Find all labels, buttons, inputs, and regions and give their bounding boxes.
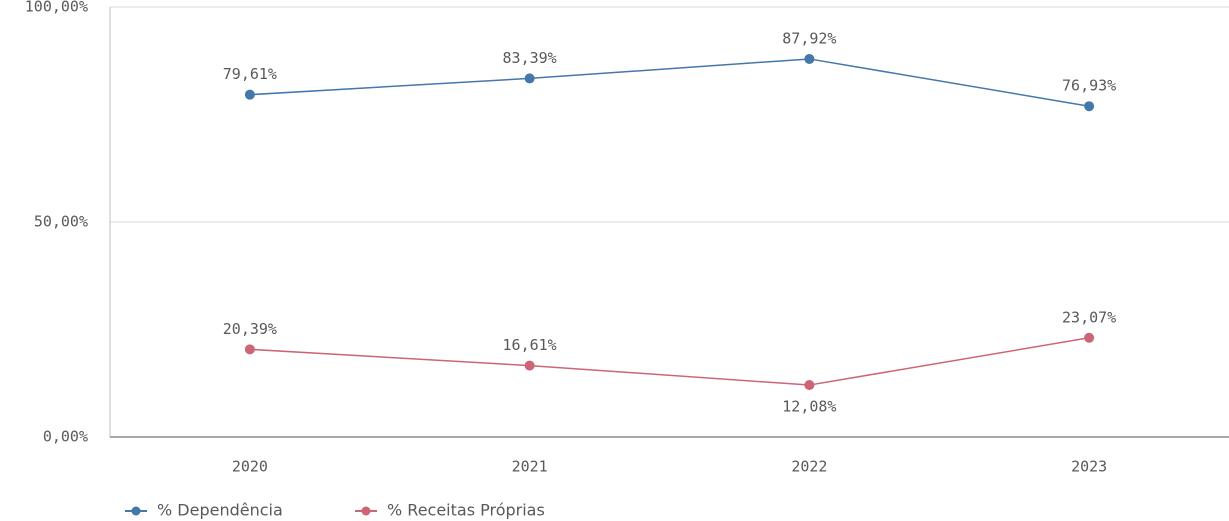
data-point [1084, 332, 1095, 343]
legend-label: % Receitas Próprias [387, 501, 545, 520]
x-tick-label: 2020 [232, 458, 268, 476]
series-line [249, 58, 1090, 107]
data-point [244, 344, 255, 355]
legend-marker [131, 506, 141, 516]
data-label: 83,39% [503, 49, 557, 67]
data-label: 16,61% [503, 336, 557, 354]
data-label: 12,08% [782, 398, 836, 416]
series-line [249, 337, 1090, 386]
data-point [524, 73, 535, 84]
data-point [804, 53, 815, 64]
legend-marker [361, 506, 371, 516]
data-point [804, 380, 815, 391]
y-tick-label: 0,00% [43, 428, 88, 446]
data-label: 76,93% [1062, 77, 1116, 95]
data-label: 23,07% [1062, 308, 1116, 326]
data-point [244, 89, 255, 100]
y-tick-label: 50,00% [34, 213, 88, 231]
x-tick-label: 2021 [512, 458, 548, 476]
data-point [524, 360, 535, 371]
x-tick-label: 2023 [1071, 458, 1107, 476]
legend-label: % Dependência [157, 501, 283, 520]
data-label: 79,61% [223, 65, 277, 83]
x-tick-label: 2022 [791, 458, 827, 476]
data-point [1084, 101, 1095, 112]
y-tick-label: 100,00% [25, 0, 88, 16]
data-label: 20,39% [223, 320, 277, 338]
data-label: 87,92% [782, 29, 836, 47]
